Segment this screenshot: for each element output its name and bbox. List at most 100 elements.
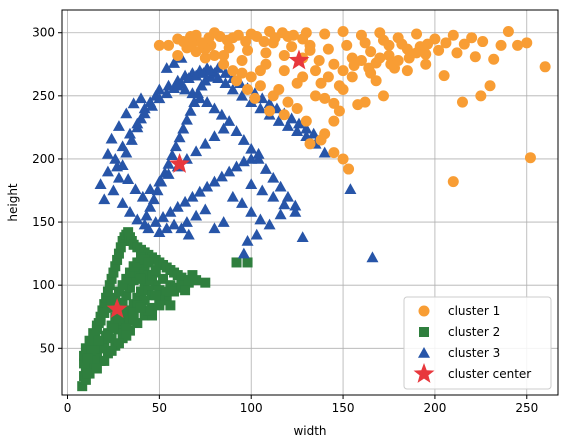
cluster-3-point: [186, 87, 199, 99]
cluster-3-point: [212, 72, 225, 83]
cluster-3-point: [237, 134, 250, 145]
cluster-3-point: [289, 205, 302, 217]
cluster-1-point: [264, 105, 276, 117]
cluster-2-point: [106, 345, 117, 356]
cluster-2-point: [117, 297, 128, 308]
cluster-2-point: [128, 307, 139, 318]
legend-label: cluster 3: [448, 346, 500, 360]
cluster-3-point: [237, 247, 250, 259]
x-tick-label: 0: [64, 401, 72, 415]
x-tick-label: 100: [240, 401, 263, 415]
cluster-2-point: [135, 302, 146, 313]
cluster-3-point: [153, 92, 166, 104]
cluster-3-point: [252, 147, 265, 159]
cluster-1-point: [297, 33, 309, 45]
cluster-2-point: [128, 275, 139, 286]
cluster-3-point: [147, 193, 160, 205]
cluster-1-point: [196, 37, 208, 49]
cluster-1-point: [153, 39, 165, 51]
cluster-3-point: [285, 112, 298, 124]
cluster-3-point: [173, 131, 186, 143]
cluster-1-point: [163, 39, 175, 51]
cluster-1-point: [319, 28, 331, 40]
cluster-2-point: [101, 330, 112, 341]
cluster-2-point: [231, 257, 242, 268]
cluster-3-point: [208, 175, 221, 187]
cluster-1-point: [333, 105, 345, 117]
y-tick-label: 100: [32, 278, 55, 292]
cluster-3-point: [153, 226, 166, 237]
cluster-3-point: [171, 79, 184, 91]
cluster-1-point: [278, 49, 290, 61]
cluster-2-point: [80, 343, 91, 354]
cluster-2-point: [165, 280, 176, 291]
cluster-1-point: [355, 54, 367, 66]
x-tick-label: 150: [332, 401, 355, 415]
cluster-2-point: [113, 286, 124, 297]
cluster-1-point: [411, 28, 423, 40]
cluster-1-point: [420, 48, 432, 60]
cluster-1-point: [254, 80, 266, 92]
cluster-1-point: [269, 32, 281, 44]
cluster-3-point: [212, 62, 225, 73]
cluster-3-point: [107, 184, 120, 196]
cluster-3-point: [177, 122, 190, 134]
cluster-1-point: [260, 47, 272, 59]
cluster-2-point: [110, 261, 121, 272]
cluster-1-point: [456, 96, 468, 108]
cluster-3-point: [144, 183, 157, 195]
cluster-1-point: [337, 153, 349, 165]
cluster-3-point: [153, 83, 166, 95]
cluster-2-point: [82, 368, 93, 379]
cluster-2-point: [108, 323, 119, 334]
cluster-1-point: [315, 134, 327, 146]
cluster-2-point: [106, 297, 117, 308]
cluster-2-point: [132, 267, 143, 278]
cluster-1-point: [392, 54, 404, 66]
cluster-3-point: [230, 160, 243, 172]
cluster-3-point: [236, 89, 249, 101]
cluster-3-point: [300, 122, 313, 134]
cluster-1-point: [343, 163, 355, 175]
cluster-3-point: [263, 97, 276, 109]
cluster-2-point: [106, 333, 117, 344]
cluster-3-point: [208, 222, 221, 234]
cluster-2-point: [154, 300, 165, 311]
cluster-3-point: [256, 184, 269, 196]
legend-label: cluster 2: [448, 325, 500, 339]
cluster-2-point: [88, 328, 99, 339]
cluster-1-point: [199, 52, 211, 64]
cluster-2-point: [113, 338, 124, 349]
cluster-1-point: [254, 65, 266, 77]
cluster-2-point: [191, 275, 202, 286]
cluster-3-point: [164, 205, 177, 217]
cluster-1-point: [433, 44, 445, 56]
cluster-2-point: [143, 275, 154, 286]
cluster-2-point: [91, 363, 102, 374]
cluster-3-point: [241, 235, 254, 246]
cluster-3-point: [223, 115, 236, 126]
cluster-2-point: [242, 257, 253, 268]
y-axis-ticks: 50 100 150 200 250 300: [32, 26, 62, 355]
cluster-2-point: [113, 315, 124, 326]
cluster-1-point: [245, 71, 257, 83]
cluster-1-point: [377, 34, 389, 46]
cluster-1-point: [365, 46, 377, 58]
cluster-1-point: [337, 65, 349, 77]
cluster-3-point: [215, 108, 228, 120]
cluster-2-point: [110, 292, 121, 303]
x-tick-label: 250: [515, 401, 538, 415]
cluster-1-point: [370, 75, 382, 87]
cluster-2-point: [150, 265, 161, 276]
cluster-3-point: [201, 180, 214, 192]
cluster-3-point: [112, 120, 125, 131]
cluster-3-point: [184, 104, 197, 116]
x-tick-label: 50: [152, 401, 167, 415]
cluster-2-point: [117, 280, 128, 291]
y-tick-label: 150: [32, 215, 55, 229]
cluster-2-point: [135, 273, 146, 284]
cluster-2-point: [161, 286, 172, 297]
cluster-1-point: [346, 71, 358, 83]
cluster-1-point: [273, 84, 285, 96]
cluster-2-point: [154, 285, 165, 296]
